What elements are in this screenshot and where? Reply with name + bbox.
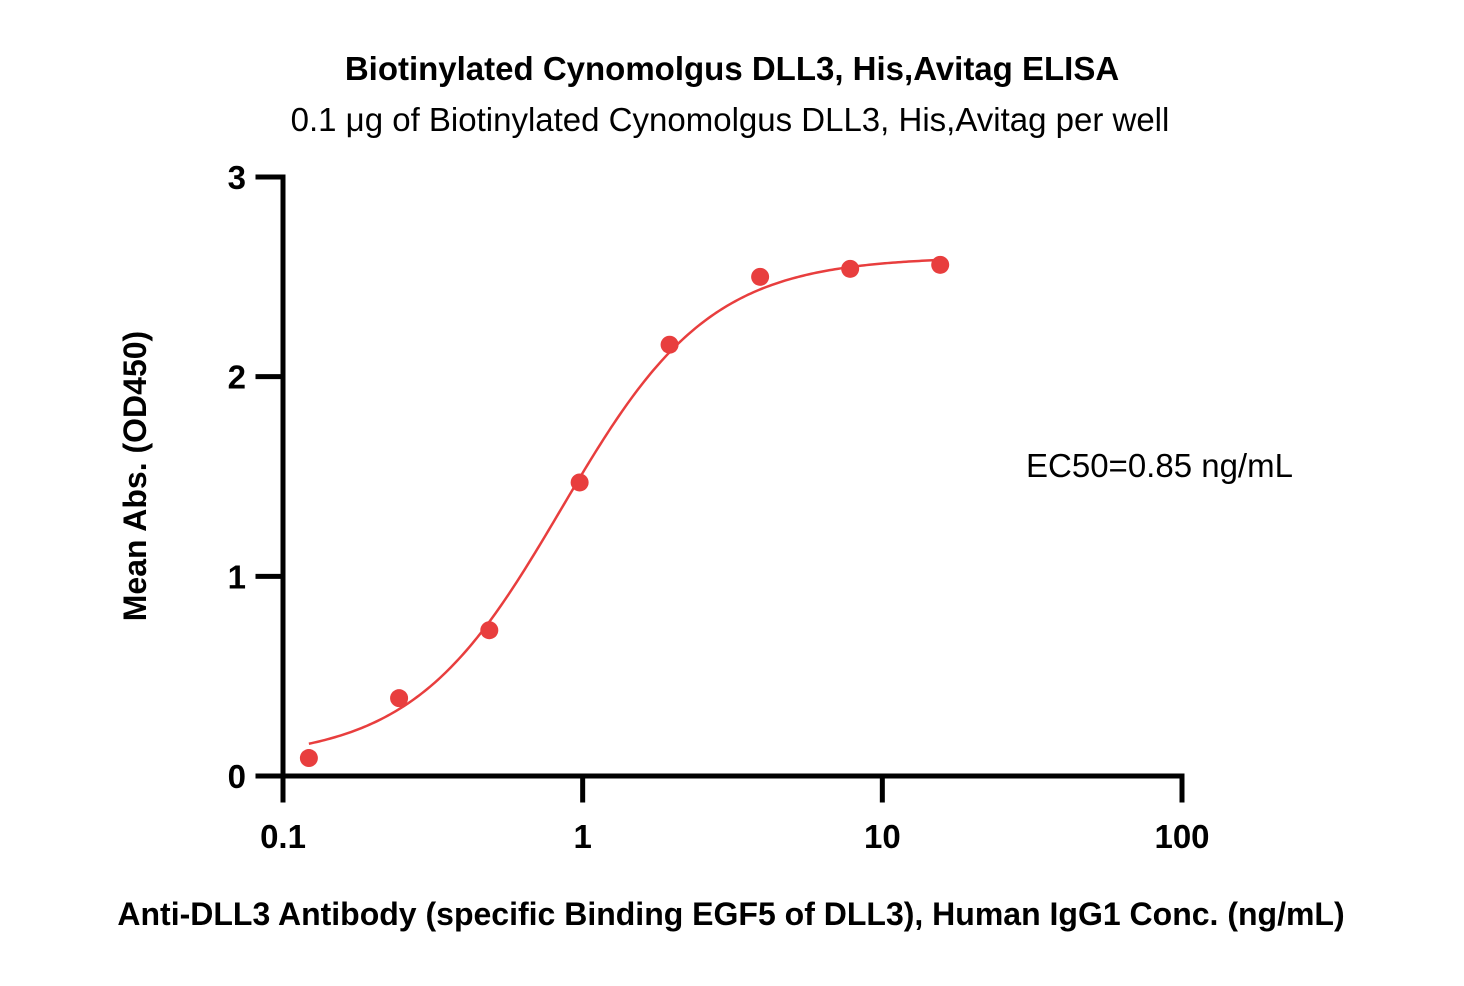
x-tick-label: 100	[1154, 818, 1209, 855]
chart-title: Biotinylated Cynomolgus DLL3, His,Avitag…	[345, 50, 1119, 87]
ec50-annotation: EC50=0.85 ng/mL	[1026, 447, 1293, 484]
x-tick-label: 0.1	[260, 818, 306, 855]
x-axis-title: Anti-DLL3 Antibody (specific Binding EGF…	[117, 896, 1344, 932]
x-tick-label: 10	[864, 818, 901, 855]
data-point	[570, 473, 589, 492]
data-point	[480, 621, 499, 640]
x-tick-label: 1	[573, 818, 591, 855]
data-point	[931, 255, 950, 274]
y-tick-label: 1	[228, 558, 246, 595]
chart-subtitle: 0.1 μg of Biotinylated Cynomolgus DLL3, …	[291, 101, 1170, 138]
y-axis-title: Mean Abs. (OD450)	[117, 331, 153, 621]
y-tick-label: 0	[228, 758, 246, 795]
y-tick-label: 2	[228, 359, 246, 396]
data-point	[390, 689, 409, 708]
data-point	[751, 267, 770, 286]
y-tick-label: 3	[228, 159, 246, 196]
plot-area: 0 1 2 3 0.1 1 10 100	[228, 159, 1210, 855]
data-point	[841, 259, 860, 278]
data-point	[660, 335, 679, 354]
data-point	[299, 749, 318, 768]
fit-curve	[308, 258, 941, 745]
